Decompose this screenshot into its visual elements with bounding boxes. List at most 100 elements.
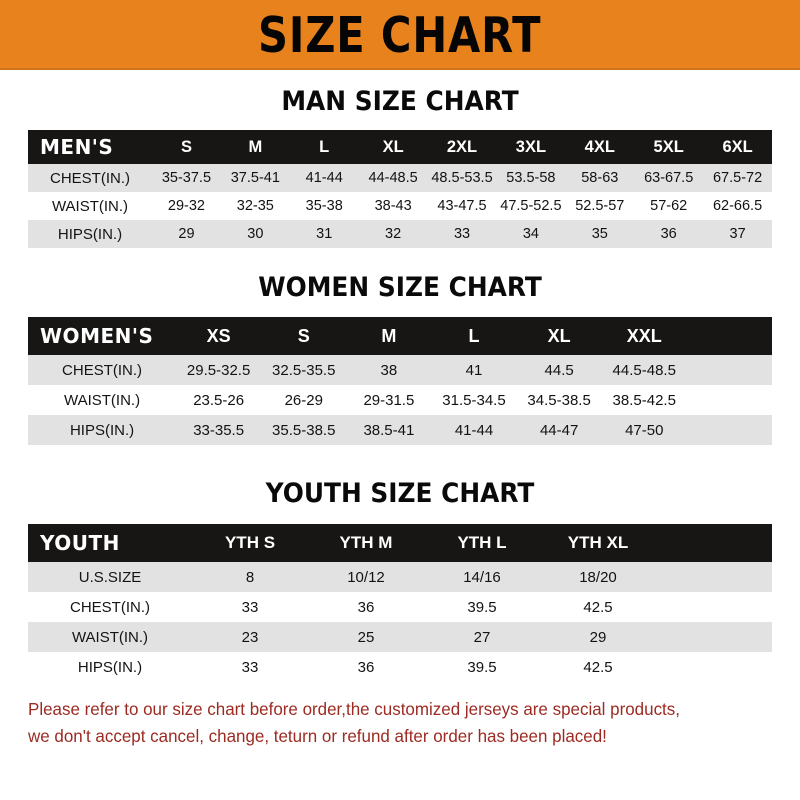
measurement-cell: 38.5-41 [363, 421, 415, 439]
measurement-cell: 47.5-52.5 [500, 198, 562, 214]
column-header-m: M [248, 137, 263, 156]
table-row: WAIST(IN.) 23.5-26 26-29 29-31.5 31.5-34.5 34… [28, 385, 772, 415]
section-title-youth: YOUTH SIZE CHART [265, 478, 535, 509]
row-label: WAIST(IN.) [71, 628, 149, 646]
column-header-xl: XL [547, 325, 571, 346]
table-row: HIPS(IN.) 33 36 39.5 42.5 [28, 652, 772, 682]
table-header-row: WOMEN'S XS S M L XL XXL [28, 317, 772, 355]
measurement-cell: 32 [385, 226, 402, 242]
measurement-cell: 62-66.5 [712, 198, 763, 214]
measurement-cell: 36 [357, 598, 375, 616]
measurement-cell: 35 [591, 226, 608, 242]
measurement-cell: 48.5-53.5 [431, 170, 493, 186]
section-title-man: MAN SIZE CHART [281, 86, 519, 117]
measurement-cell: 67.5-72 [712, 170, 763, 186]
column-header-yth-l: YTH L [457, 533, 507, 552]
measurement-cell: 53.5-58 [506, 170, 556, 186]
measurement-cell [687, 385, 772, 415]
row-label: WAIST(IN.) [63, 391, 141, 409]
measurement-cell [656, 592, 772, 622]
row-label: HIPS(IN.) [57, 225, 123, 243]
section-man: MAN SIZE CHART MEN'S S M L XL 2XL 3XL 4XL 5XL 6XL… [0, 86, 800, 248]
column-header-4xl: 4XL [584, 137, 615, 156]
measurement-cell: 23 [241, 628, 259, 646]
column-header-3xl: 3XL [515, 137, 547, 156]
measurement-cell: 27 [473, 628, 491, 646]
section-women: WOMEN SIZE CHART WOMEN'S XS S M L XL XXL CHEST(… [0, 272, 800, 445]
footer-line-1: Please refer to our size chart before or… [28, 699, 680, 719]
measurement-cell: 14/16 [463, 568, 501, 586]
column-header-yth-m: YTH M [339, 533, 393, 552]
measurement-cell: 38 [380, 361, 398, 379]
page-title: SIZE CHART [258, 6, 542, 64]
row-label: CHEST(IN.) [50, 169, 130, 187]
women-table-body: WOMEN'S XS S M L XL XXL CHEST(IN.) 29.5-32.5 32.5… [28, 317, 772, 445]
table-corner-label: WOMEN'S [40, 324, 154, 348]
column-header-yth-xl: YTH XL [567, 533, 629, 552]
measurement-cell: 10/12 [347, 568, 385, 586]
measurement-cell: 31.5-34.5 [442, 391, 506, 409]
column-header-empty [656, 524, 772, 562]
measurement-cell: 25 [357, 628, 375, 646]
women-size-table: WOMEN'S XS S M L XL XXL CHEST(IN.) 29.5-32.5 32.5… [28, 317, 772, 445]
column-header-l: L [319, 137, 330, 156]
measurement-cell: 29-31.5 [363, 391, 415, 409]
measurement-cell [687, 415, 772, 445]
column-header-6xl: 6XL [722, 137, 753, 156]
measurement-cell: 52.5-57 [575, 198, 625, 214]
youth-table-body: YOUTH YTH S YTH M YTH L YTH XL U.S.SIZE 8 10/12… [28, 524, 772, 682]
table-row: HIPS(IN.) 29 30 31 32 33 34 35 36 37 [28, 220, 773, 248]
measurement-cell: 34 [522, 226, 539, 242]
measurement-cell [656, 622, 772, 652]
measurement-cell: 44.5-48.5 [612, 361, 676, 379]
measurement-cell: 29 [178, 226, 195, 242]
column-header-yth-s: YTH S [224, 533, 276, 552]
measurement-cell: 63-67.5 [644, 170, 694, 186]
table-row: U.S.SIZE 8 10/12 14/16 18/20 [28, 562, 772, 592]
measurement-cell: 58-63 [581, 170, 619, 186]
measurement-cell: 35-38 [305, 198, 343, 214]
measurement-cell: 35.5-38.5 [272, 421, 336, 439]
measurement-cell: 36 [357, 658, 375, 676]
section-title-women: WOMEN SIZE CHART [258, 272, 542, 303]
measurement-cell: 42.5 [583, 598, 613, 616]
measurement-cell: 44-47 [539, 421, 579, 439]
table-row: WAIST(IN.) 23 25 27 29 [28, 622, 772, 652]
measurement-cell: 31 [316, 226, 333, 242]
measurement-cell: 35-37.5 [161, 170, 212, 186]
measurement-cell: 57-62 [650, 198, 688, 214]
row-label: HIPS(IN.) [69, 421, 135, 439]
measurement-cell: 26-29 [284, 391, 323, 409]
measurement-cell: 23.5-26 [193, 391, 245, 409]
measurement-cell: 44-48.5 [368, 170, 418, 186]
column-header-empty [687, 317, 772, 355]
row-label: WAIST(IN.) [51, 197, 129, 215]
table-row: WAIST(IN.) 29-32 32-35 35-38 38-43 43-47.5 47.… [28, 192, 773, 220]
table-corner-label: YOUTH [40, 531, 120, 555]
measurement-cell: 41-44 [305, 170, 343, 186]
row-label: CHEST(IN.) [62, 361, 143, 379]
measurement-cell: 32-35 [236, 198, 274, 214]
table-corner-label: MEN'S [40, 135, 114, 159]
measurement-cell [656, 562, 772, 592]
measurement-cell: 41-44 [454, 421, 494, 439]
measurement-cell: 34.5-38.5 [527, 391, 591, 409]
table-row: HIPS(IN.) 33-35.5 35.5-38.5 38.5-41 41-44 44-… [28, 415, 772, 445]
measurement-cell: 33-35.5 [193, 421, 245, 439]
row-label: U.S.SIZE [78, 568, 142, 586]
measurement-cell: 32.5-35.5 [272, 361, 336, 379]
measurement-cell [687, 355, 772, 385]
measurement-cell: 39.5 [467, 658, 497, 676]
column-header-xl: XL [382, 137, 404, 156]
measurement-cell: 47-50 [625, 421, 664, 439]
column-header-s: S [180, 137, 192, 156]
measurement-cell: 8 [245, 568, 255, 586]
measurement-cell: 29 [589, 628, 607, 646]
footer-line-2: we don't accept cancel, change, teturn o… [28, 726, 607, 747]
measurement-cell: 33 [241, 598, 259, 616]
measurement-cell: 39.5 [467, 598, 497, 616]
column-header-2xl: 2XL [446, 137, 478, 156]
measurement-cell: 18/20 [579, 568, 617, 586]
footer-disclaimer: Please refer to our size chart before or… [28, 696, 750, 750]
